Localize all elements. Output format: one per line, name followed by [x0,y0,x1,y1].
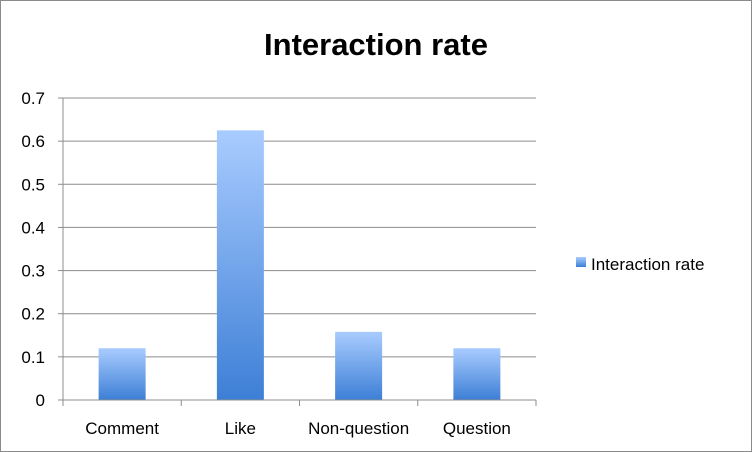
y-tick-label: 0.2 [21,305,45,324]
y-tick-label: 0.1 [21,348,45,367]
legend-swatch [576,257,586,267]
bars [98,130,501,400]
x-tick-label: Like [225,419,256,438]
x-tick-label: Comment [85,419,159,438]
x-tick-label: Question [443,419,511,438]
bar-like [216,130,264,400]
y-tick-label: 0 [36,391,45,410]
y-tick-label: 0.5 [21,175,45,194]
legend-label: Interaction rate [591,255,704,274]
bar-comment [98,348,146,400]
bar-non-question [335,331,383,400]
y-tick-label: 0.6 [21,132,45,151]
axes: 0 0.1 0.2 0.3 0.4 0.5 0.6 0.7 Comment Like Non-que… [21,89,537,438]
y-tick-label: 0.3 [21,262,45,281]
legend: Interaction rate [576,255,704,274]
gridlines [63,97,536,358]
y-tick-label: 0.7 [21,89,45,108]
y-tick-label: 0.4 [21,218,45,237]
x-tick-label: Non-question [308,419,409,438]
bar-question [453,348,501,400]
chart-title: Interaction rate [264,27,488,62]
